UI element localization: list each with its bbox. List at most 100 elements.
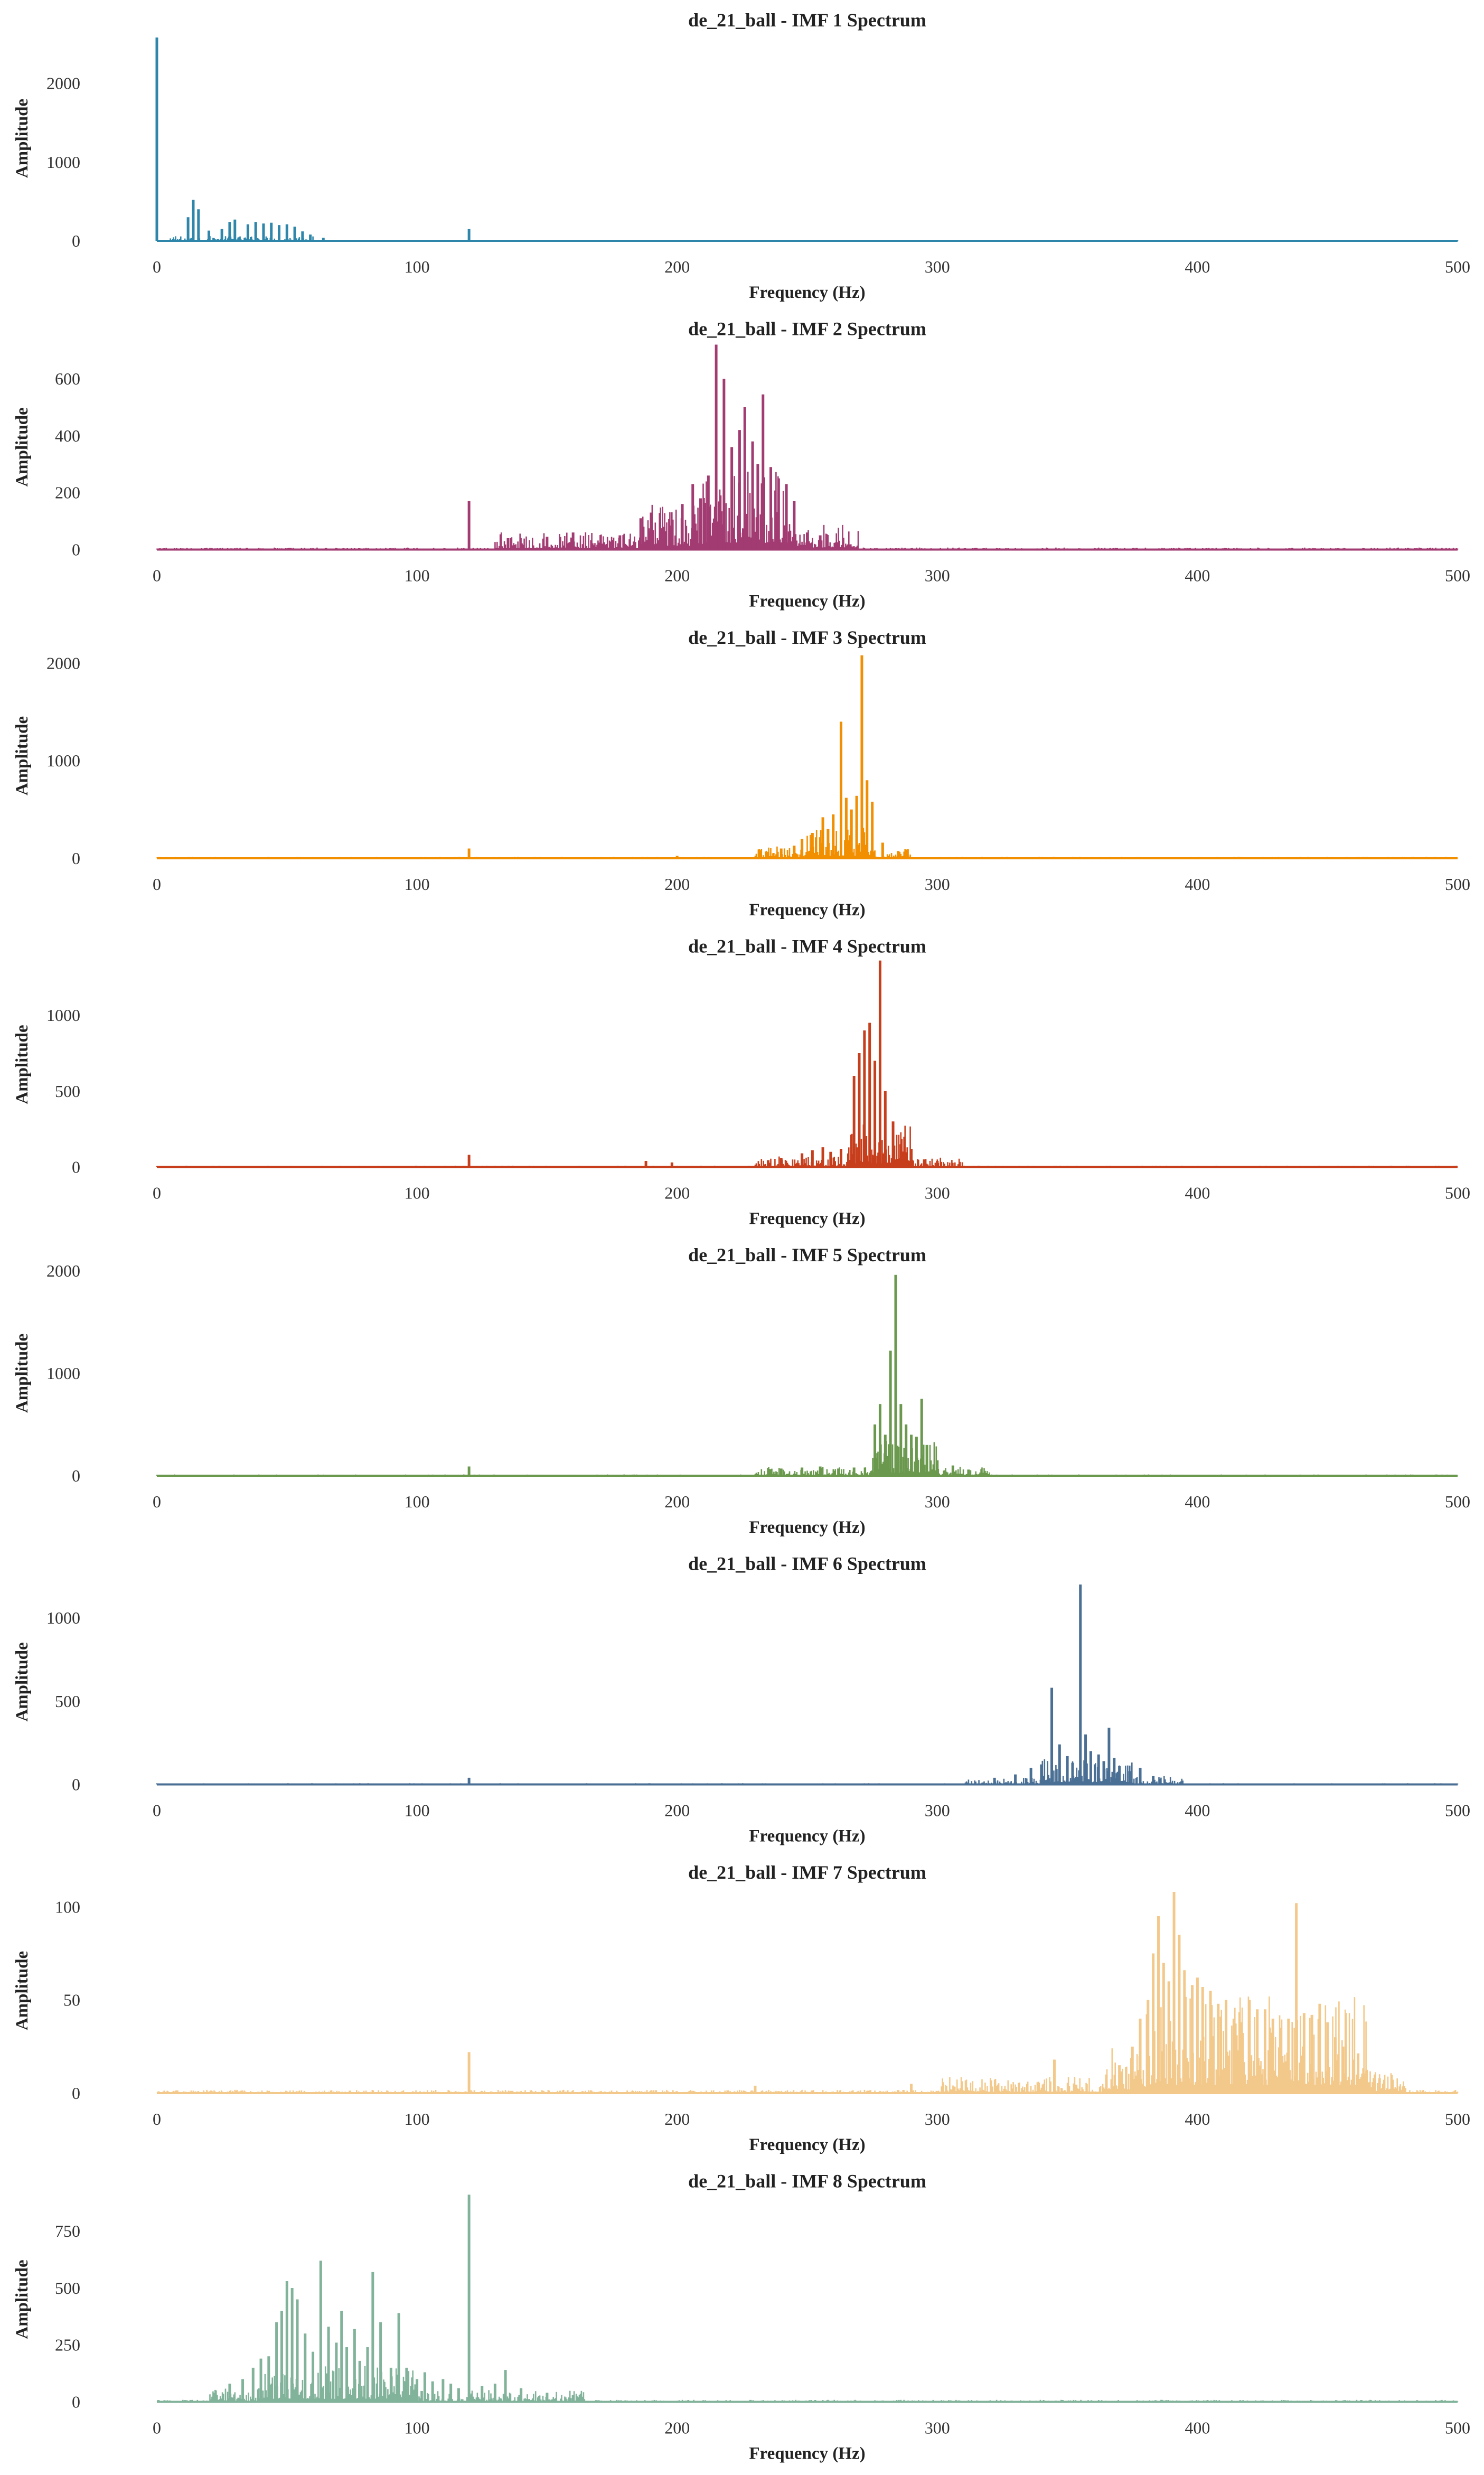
- x-tick-label: 500: [1445, 1801, 1470, 1820]
- y-axis-label: Amplitude: [13, 1642, 32, 1721]
- x-tick-label: 0: [153, 2110, 161, 2129]
- y-tick-label: 250: [55, 2336, 80, 2355]
- x-tick-label: 0: [153, 1184, 161, 1203]
- x-tick-label: 300: [925, 257, 950, 276]
- x-axis-label: Frequency (Hz): [749, 1210, 865, 1229]
- y-axis-label: Amplitude: [13, 716, 32, 795]
- y-axis-label: Amplitude: [13, 407, 32, 486]
- x-tick-label: 500: [1445, 875, 1470, 894]
- y-tick-label: 1000: [46, 1006, 80, 1025]
- x-tick-label: 200: [664, 257, 690, 276]
- y-tick-label: 500: [55, 2279, 80, 2298]
- x-tick-label: 400: [1185, 1492, 1210, 1511]
- y-tick-label: 2000: [46, 74, 80, 93]
- x-tick-label: 300: [925, 1492, 950, 1511]
- x-tick-label: 100: [405, 875, 430, 894]
- y-tick-label: 400: [55, 426, 80, 445]
- x-tick-label: 100: [405, 257, 430, 276]
- chart-title: de_21_ball - IMF 2 Spectrum: [688, 318, 926, 340]
- chart-title: de_21_ball - IMF 4 Spectrum: [688, 936, 926, 957]
- x-tick-label: 500: [1445, 257, 1470, 276]
- x-tick-label: 100: [405, 1801, 430, 1820]
- x-tick-label: 100: [405, 2418, 430, 2438]
- x-tick-label: 0: [153, 566, 161, 585]
- x-tick-label: 400: [1185, 1184, 1210, 1203]
- spectrum-panel-6: de_21_ball - IMF 6 Spectrum Amplitude 0 500…: [13, 1553, 1470, 1846]
- chart-title: de_21_ball - IMF 3 Spectrum: [688, 627, 926, 648]
- x-axis-label: Frequency (Hz): [749, 283, 865, 302]
- x-tick-label: 400: [1185, 2418, 1210, 2438]
- x-tick-label: 0: [153, 257, 161, 276]
- y-tick-label: 1000: [46, 153, 80, 172]
- x-tick-label: 200: [664, 2110, 690, 2129]
- y-tick-label: 2000: [46, 653, 80, 672]
- x-tick-label: 200: [664, 1492, 690, 1511]
- x-tick-label: 500: [1445, 566, 1470, 585]
- y-tick-label: 0: [72, 1158, 80, 1177]
- x-axis-label: Frequency (Hz): [749, 2444, 865, 2463]
- x-tick-label: 200: [664, 2418, 690, 2438]
- y-tick-label: 0: [72, 231, 80, 250]
- y-tick-label: 2000: [46, 1261, 80, 1280]
- y-tick-label: 500: [55, 1692, 80, 1711]
- y-tick-label: 0: [72, 1466, 80, 1485]
- x-tick-label: 300: [925, 1184, 950, 1203]
- spectrum-texture: [156, 472, 1459, 550]
- x-axis-label: Frequency (Hz): [749, 1518, 865, 1537]
- x-tick-label: 200: [664, 566, 690, 585]
- y-tick-label: 200: [55, 483, 80, 502]
- spectrum-panel-5: de_21_ball - IMF 5 Spectrum Amplitude 0 100…: [13, 1244, 1470, 1537]
- x-axis-label: Frequency (Hz): [749, 1827, 865, 1846]
- spectrum-panel-7: de_21_ball - IMF 7 Spectrum Amplitude 0 50 1…: [13, 1862, 1470, 2154]
- x-tick-label: 500: [1445, 1492, 1470, 1511]
- spectrum-texture: [156, 1996, 1459, 2093]
- y-axis-label: Amplitude: [13, 1025, 32, 1104]
- y-tick-label: 750: [55, 2221, 80, 2240]
- y-tick-label: 0: [72, 540, 80, 559]
- x-tick-label: 0: [153, 1801, 161, 1820]
- x-tick-label: 200: [664, 1801, 690, 1820]
- x-tick-label: 500: [1445, 1184, 1470, 1203]
- y-tick-label: 0: [72, 1775, 80, 1794]
- x-tick-label: 400: [1185, 257, 1210, 276]
- y-tick-label: 0: [72, 2084, 80, 2103]
- y-tick-label: 50: [63, 1991, 80, 2010]
- x-tick-label: 300: [925, 2110, 950, 2129]
- chart-title: de_21_ball - IMF 5 Spectrum: [688, 1244, 926, 1265]
- x-tick-label: 100: [405, 2110, 430, 2129]
- x-tick-label: 300: [925, 2418, 950, 2438]
- chart-title: de_21_ball - IMF 6 Spectrum: [688, 1553, 926, 1574]
- spectrum-panel-2: de_21_ball - IMF 2 Spectrum Amplitude 0 200…: [13, 318, 1470, 611]
- x-tick-label: 400: [1185, 2110, 1210, 2129]
- x-tick-label: 500: [1445, 2418, 1470, 2438]
- spectrum-texture: [156, 2366, 1459, 2402]
- x-tick-label: 0: [153, 2418, 161, 2438]
- x-axis-label: Frequency (Hz): [749, 901, 865, 920]
- spectrum-panel-4: de_21_ball - IMF 4 Spectrum Amplitude 0 500…: [13, 936, 1470, 1229]
- chart-title: de_21_ball - IMF 7 Spectrum: [688, 1862, 926, 1883]
- spectrum-panel-8: de_21_ball - IMF 8 Spectrum Amplitude 0 250…: [13, 2171, 1470, 2463]
- x-tick-label: 500: [1445, 2110, 1470, 2129]
- x-tick-label: 200: [664, 1184, 690, 1203]
- spectrum-panel-1: de_21_ball - IMF 1 Spectrum Amplitude 0 100…: [13, 10, 1470, 302]
- y-tick-label: 600: [55, 369, 80, 388]
- x-axis-label: Frequency (Hz): [749, 592, 865, 611]
- y-tick-label: 0: [72, 849, 80, 868]
- x-tick-label: 100: [405, 1492, 430, 1511]
- x-tick-label: 400: [1185, 875, 1210, 894]
- x-tick-label: 300: [925, 875, 950, 894]
- x-tick-label: 300: [925, 566, 950, 585]
- x-axis-label: Frequency (Hz): [749, 2135, 865, 2154]
- x-tick-label: 400: [1185, 1801, 1210, 1820]
- chart-title: de_21_ball - IMF 1 Spectrum: [688, 10, 926, 31]
- x-tick-label: 100: [405, 566, 430, 585]
- x-tick-label: 0: [153, 875, 161, 894]
- spectrum-texture: [156, 1124, 1459, 1167]
- spectrum-texture: [156, 828, 1459, 858]
- y-axis-label: Amplitude: [13, 2260, 32, 2339]
- y-axis-label: Amplitude: [13, 1951, 32, 2030]
- x-tick-label: 0: [153, 1492, 161, 1511]
- y-axis-label: Amplitude: [13, 99, 32, 178]
- x-tick-label: 300: [925, 1801, 950, 1820]
